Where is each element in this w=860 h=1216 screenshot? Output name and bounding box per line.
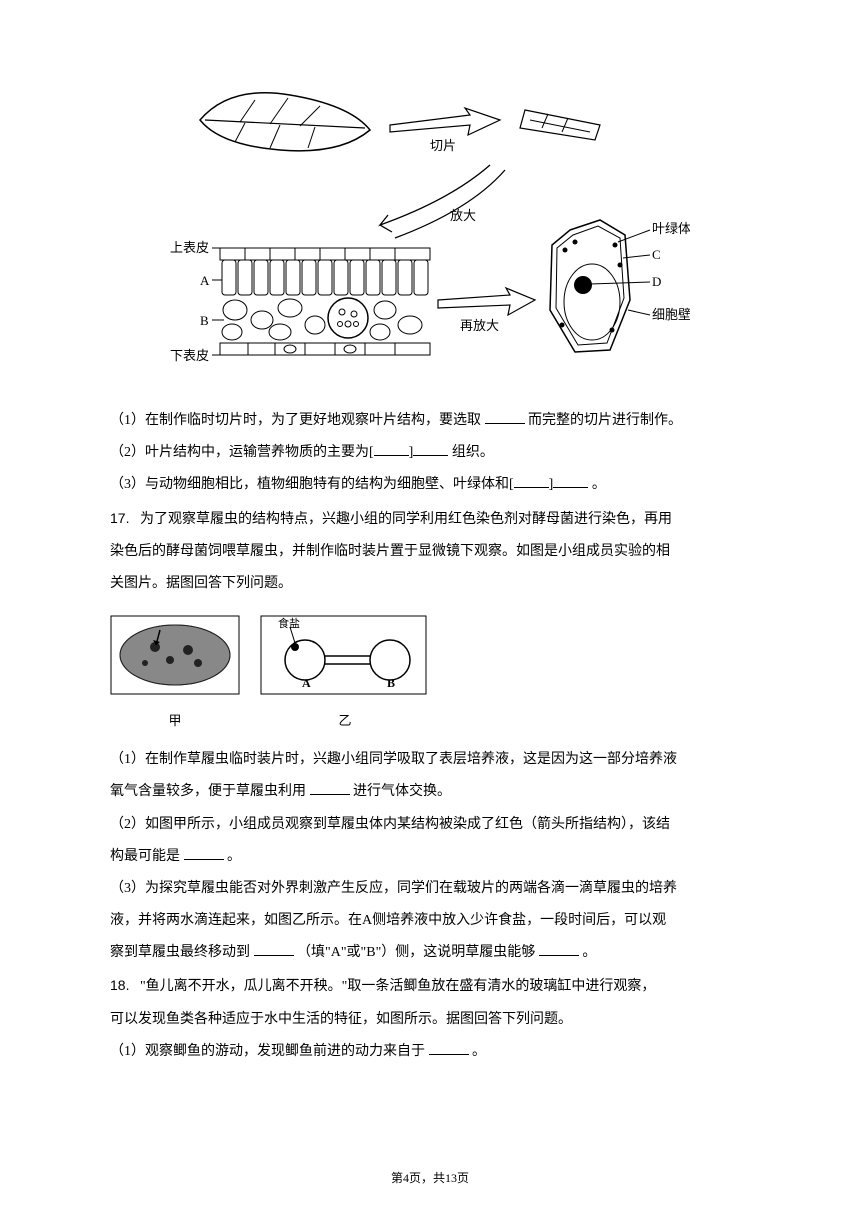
paramecium-diagram: 甲 食盐 A B 乙 [110,615,750,729]
q17-sub1-b: 氧气含量较多，便于草履虫利用 [110,784,306,799]
q17-sub1-c: 进行气体交换。 [353,784,451,799]
q16-sub2-c: 组织。 [452,445,494,460]
q17-sub3-b: 液，并将两水滴连起来，如图乙所示。在A侧培养液中放入少许食盐，一段时间后，可以观 [110,905,750,937]
blank [184,846,224,860]
label-c: C [652,247,661,262]
yi-label: 乙 [260,710,430,729]
q16-sub2-a: （2）叶片结构中，运输营养物质的主要为[ [110,445,374,460]
q16-sub3-a: （3）与动物细胞相比，植物细胞特有的结构为细胞壁、叶绿体和[ [110,477,514,492]
q16-sub3: （3）与动物细胞相比，植物细胞特有的结构为细胞壁、叶绿体和[] 。 [110,469,750,501]
jia-label: 甲 [110,710,240,729]
q17-sub1-line2: 氧气含量较多，便于草履虫利用 进行气体交换。 [110,776,750,808]
label-b-yi: B [387,676,395,690]
q16-sub1-text: （1）在制作临时切片时，为了更好地观察叶片结构，要选取 [110,413,481,428]
q17-sub2-c: 。 [227,849,241,864]
q18-intro-b: 可以发现鱼类各种适应于水中生活的特征，如图所示。据图回答下列问题。 [110,1004,750,1036]
remagnify-label: 再放大 [460,318,499,333]
q16-sub3-c: 。 [592,477,606,492]
blank [254,942,294,956]
q17-intro-b: 染色后的酵母菌饲喂草履虫，并制作临时装片置于显微镜下观察。如图是小组成员实验的相 [110,536,750,568]
blank [553,474,588,488]
q17-sub3-line3: 察到草履虫最终移动到 （填"A"或"B"）侧，这说明草履虫能够 。 [110,937,750,969]
cell-wall-label: 细胞壁 [652,307,690,322]
q18-number: 18. [110,977,129,993]
q16-sub1: （1）在制作临时切片时，为了更好地观察叶片结构，要选取 而完整的切片进行制作。 [110,405,750,437]
salt-label: 食盐 [278,616,300,630]
lower-epidermis-label: 下表皮 [170,348,209,363]
magnify-label: 放大 [450,208,476,223]
image-jia: 甲 [110,615,240,729]
q18-intro-a: "鱼儿离不开水，瓜儿离不开秧。"取一条活鲫鱼放在盛有清水的玻璃缸中进行观察， [140,979,655,994]
blank [539,942,579,956]
q17-sub2-a: （2）如图甲所示，小组成员观察到草履虫体内某结构被染成了红色（箭头所指结构），该… [110,809,750,841]
q17-number: 17. [110,510,129,526]
q17-intro: 17. 为了观察草履虫的结构特点，兴趣小组的同学利用红色染色剂对酵母菌进行染色，… [110,502,750,536]
q17-intro-c: 关图片。据图回答下列问题。 [110,568,750,600]
q17-sub3-a: （3）为探究草履虫能否对外界刺激产生反应，同学们在载玻片的两端各滴一滴草履虫的培… [110,873,750,905]
arrow-magnify-icon [380,165,505,238]
blank [310,781,350,795]
q17-sub3-c: 察到草履虫最终移动到 [110,945,250,960]
blank [413,442,448,456]
q16-sub2: （2）叶片结构中，运输营养物质的主要为[] 组织。 [110,437,750,469]
leaf-diagram: 切片 放大 [110,70,750,385]
arrow-remagnify-icon [438,288,535,315]
q16-sub1-tail: 而完整的切片进行制作。 [528,413,682,428]
q17-sub3-d: （填"A"或"B"）侧，这说明草履虫能够 [297,945,535,960]
label-a: A [200,273,210,288]
blank [514,474,549,488]
plant-cell-icon [550,220,630,352]
leaf-whole-icon [200,93,370,151]
upper-epidermis-label: 上表皮 [170,240,209,255]
blank [485,410,525,424]
leaf-slice-icon [520,110,600,140]
q18-sub1-a: （1）观察鲫鱼的游动，发现鲫鱼前进的动力来自于 [110,1044,425,1059]
leaf-cross-section-icon [220,245,430,355]
q17-sub2-line2: 构最可能是 。 [110,841,750,873]
slice-label: 切片 [430,138,456,153]
q18-intro: 18. "鱼儿离不开水，瓜儿离不开秧。"取一条活鲫鱼放在盛有清水的玻璃缸中进行观… [110,969,750,1003]
label-b: B [200,313,209,328]
q17-sub2-b: 构最可能是 [110,849,180,864]
blank [429,1041,469,1055]
q17-sub3-e: 。 [582,945,596,960]
label-d: D [652,274,661,289]
q17-intro-a: 为了观察草履虫的结构特点，兴趣小组的同学利用红色染色剂对酵母菌进行染色，再用 [140,512,672,527]
q18-sub1-b: 。 [472,1044,486,1059]
q17-sub1-a: （1）在制作草履虫临时装片时，兴趣小组同学吸取了表层培养液，这是因为这一部分培养… [110,744,750,776]
blank [374,442,409,456]
label-a-yi: A [302,676,311,690]
chloroplast-label: 叶绿体 [652,221,690,236]
image-yi: 食盐 A B 乙 [260,615,430,729]
page-footer: 第4页，共13页 [0,1169,860,1186]
q18-sub1: （1）观察鲫鱼的游动，发现鲫鱼前进的动力来自于 。 [110,1036,750,1068]
arrow-slice-icon [390,108,500,135]
